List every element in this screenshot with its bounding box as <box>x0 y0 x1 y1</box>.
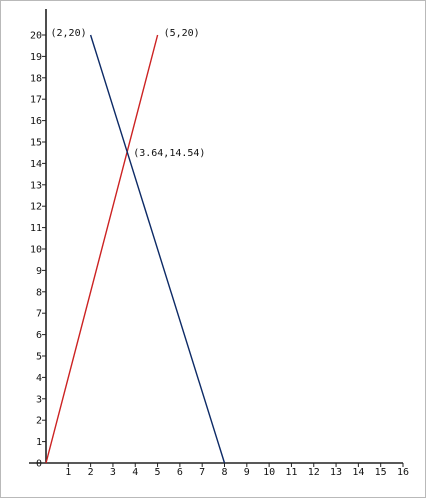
y-tick-label: 12 <box>30 202 42 213</box>
y-tick-label: 20 <box>30 31 42 42</box>
y-tick-label: 8 <box>36 287 42 298</box>
y-tick-label: 10 <box>30 245 42 256</box>
y-tick-label: 18 <box>30 73 42 84</box>
point-annotation: (3.64,14.54) <box>133 148 205 159</box>
series-line-1 <box>45 34 159 464</box>
point-annotation: (2,20) <box>51 28 87 39</box>
x-tick-label: 3 <box>110 467 116 478</box>
y-tick-label: 6 <box>36 330 42 341</box>
y-tick-label: 17 <box>30 95 42 106</box>
y-tick-label: 0 <box>36 459 42 470</box>
x-tick-label: 16 <box>397 467 409 478</box>
y-tick-label: 3 <box>36 394 42 405</box>
x-tick-label: 13 <box>330 467 342 478</box>
y-tick-label: 7 <box>36 309 42 320</box>
y-tick-label: 4 <box>36 373 42 384</box>
x-tick-label: 1 <box>65 467 71 478</box>
x-tick-label: 6 <box>177 467 183 478</box>
x-tick-label: 12 <box>308 467 320 478</box>
x-tick-label: 15 <box>375 467 387 478</box>
x-tick-label: 10 <box>263 467 275 478</box>
x-tick-label: 4 <box>132 467 138 478</box>
x-tick-label: 7 <box>199 467 205 478</box>
x-tick-label: 11 <box>285 467 297 478</box>
series-lines <box>45 34 226 464</box>
y-tick-label: 15 <box>30 138 42 149</box>
x-tick-label: 9 <box>244 467 250 478</box>
y-tick-label: 19 <box>30 52 42 63</box>
y-tick-label: 14 <box>30 159 42 170</box>
annotations: (2,20) (5,20) (3.64,14.54) <box>51 28 206 159</box>
series-line-2 <box>89 34 226 464</box>
x-tick-label: 2 <box>88 467 94 478</box>
y-tick-label: 5 <box>36 352 42 363</box>
y-tick-label: 1 <box>36 437 42 448</box>
point-annotation: (5,20) <box>164 28 200 39</box>
y-tick-label: 2 <box>36 416 42 427</box>
x-tick-label: 5 <box>155 467 161 478</box>
y-tick-label: 11 <box>30 223 42 234</box>
x-tick-label: 8 <box>221 467 227 478</box>
x-tick-label: 14 <box>352 467 364 478</box>
y-tick-label: 13 <box>30 180 42 191</box>
y-tick-label: 16 <box>30 116 42 127</box>
y-tick-label: 9 <box>36 266 42 277</box>
